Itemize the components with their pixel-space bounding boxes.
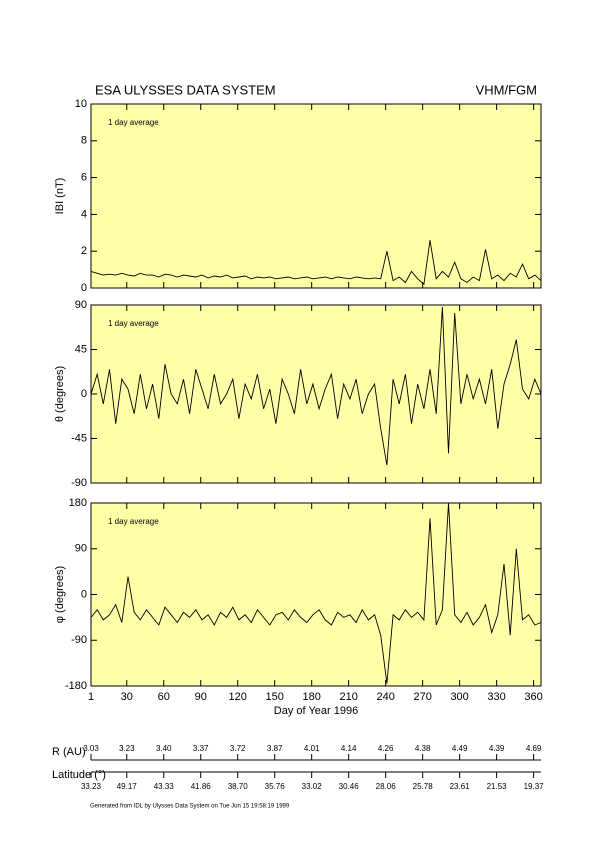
lat-value: 21.53	[487, 782, 508, 791]
r-value: 4.39	[489, 744, 505, 753]
r-value: 4.26	[378, 744, 394, 753]
y-tick-label: 0	[81, 588, 87, 600]
lat-value: 19.37	[524, 782, 545, 791]
title: ESA ULYSSES DATA SYSTEM	[95, 82, 276, 97]
x-tick-label: 330	[487, 691, 505, 703]
plot-frame	[90, 502, 542, 687]
y-tick-label: 6	[81, 172, 87, 184]
y-tick-label: 180	[69, 497, 87, 509]
r-value: 3.23	[119, 744, 135, 753]
r-value: 4.01	[304, 744, 320, 753]
plot-area	[91, 305, 541, 483]
y-tick-label: 4	[81, 208, 87, 220]
y-tick-label: 45	[75, 343, 87, 355]
r-value: 4.38	[415, 744, 431, 753]
x-tick-label: 270	[413, 691, 431, 703]
r-value: 4.49	[452, 744, 468, 753]
x-tick-label: 300	[450, 691, 468, 703]
r-value: 3.40	[156, 744, 172, 753]
r-label: R (AU)	[52, 746, 86, 758]
lat-label: Latitude (°)	[52, 769, 106, 781]
x-tick-label: 240	[376, 691, 394, 703]
x-axis-label: Day of Year 1996	[274, 705, 358, 717]
x-tick-label: 120	[229, 691, 247, 703]
r-value: 3.87	[267, 744, 283, 753]
x-tick-label: 90	[195, 691, 207, 703]
x-tick-label: 180	[303, 691, 321, 703]
annotation: 1 day average	[108, 118, 159, 127]
r-value: 3.03	[83, 744, 99, 753]
y-axis-label: θ (degrees)	[54, 366, 66, 422]
y-tick-label: 90	[75, 299, 87, 311]
data-line	[91, 240, 541, 286]
y-tick-label: 8	[81, 135, 87, 147]
footer: Generated from IDL by Ulysses Data Syste…	[90, 804, 290, 810]
r-value: 4.69	[526, 744, 542, 753]
lat-value: 28.06	[376, 782, 397, 791]
y-tick-label: -90	[71, 477, 87, 489]
y-axis-label: φ (degrees)	[54, 566, 66, 623]
lat-value: 25.78	[413, 782, 434, 791]
x-tick-label: 30	[121, 691, 133, 703]
y-tick-label: 2	[81, 245, 87, 257]
lat-value: 23.61	[450, 782, 471, 791]
plot-frame	[90, 103, 542, 289]
data-line	[91, 306, 541, 466]
y-tick-label: 0	[81, 388, 87, 400]
lat-value: 38.70	[228, 782, 249, 791]
plot-area	[91, 104, 541, 288]
lat-value: 43.33	[154, 782, 175, 791]
instrument: VHM/FGM	[476, 82, 537, 97]
annotation: 1 day average	[108, 319, 159, 328]
lat-value: 41.86	[191, 782, 212, 791]
y-tick-label: 90	[75, 543, 87, 555]
lat-value: 33.02	[302, 782, 323, 791]
lat-value: 33.23	[81, 782, 102, 791]
plot-area	[91, 503, 541, 686]
x-tick-label: 150	[266, 691, 284, 703]
x-tick-label: 360	[524, 691, 542, 703]
y-tick-label: 0	[81, 282, 87, 294]
lat-value: 30.46	[339, 782, 360, 791]
annotation: 1 day average	[108, 517, 159, 526]
x-tick-label: 210	[339, 691, 357, 703]
y-tick-label: 10	[75, 98, 87, 110]
lat-value: 49.17	[117, 782, 138, 791]
y-axis-label: IBI (nT)	[54, 178, 66, 215]
y-tick-label: -90	[71, 634, 87, 646]
r-value: 4.14	[341, 744, 357, 753]
y-tick-label: -45	[71, 432, 87, 444]
r-value: 3.72	[230, 744, 246, 753]
r-value: 3.37	[193, 744, 209, 753]
data-line	[91, 503, 541, 684]
y-tick-label: -180	[65, 680, 87, 692]
x-tick-label: 1	[88, 691, 94, 703]
lat-value: 35.76	[265, 782, 286, 791]
plot-frame	[90, 304, 542, 484]
x-tick-label: 60	[158, 691, 170, 703]
